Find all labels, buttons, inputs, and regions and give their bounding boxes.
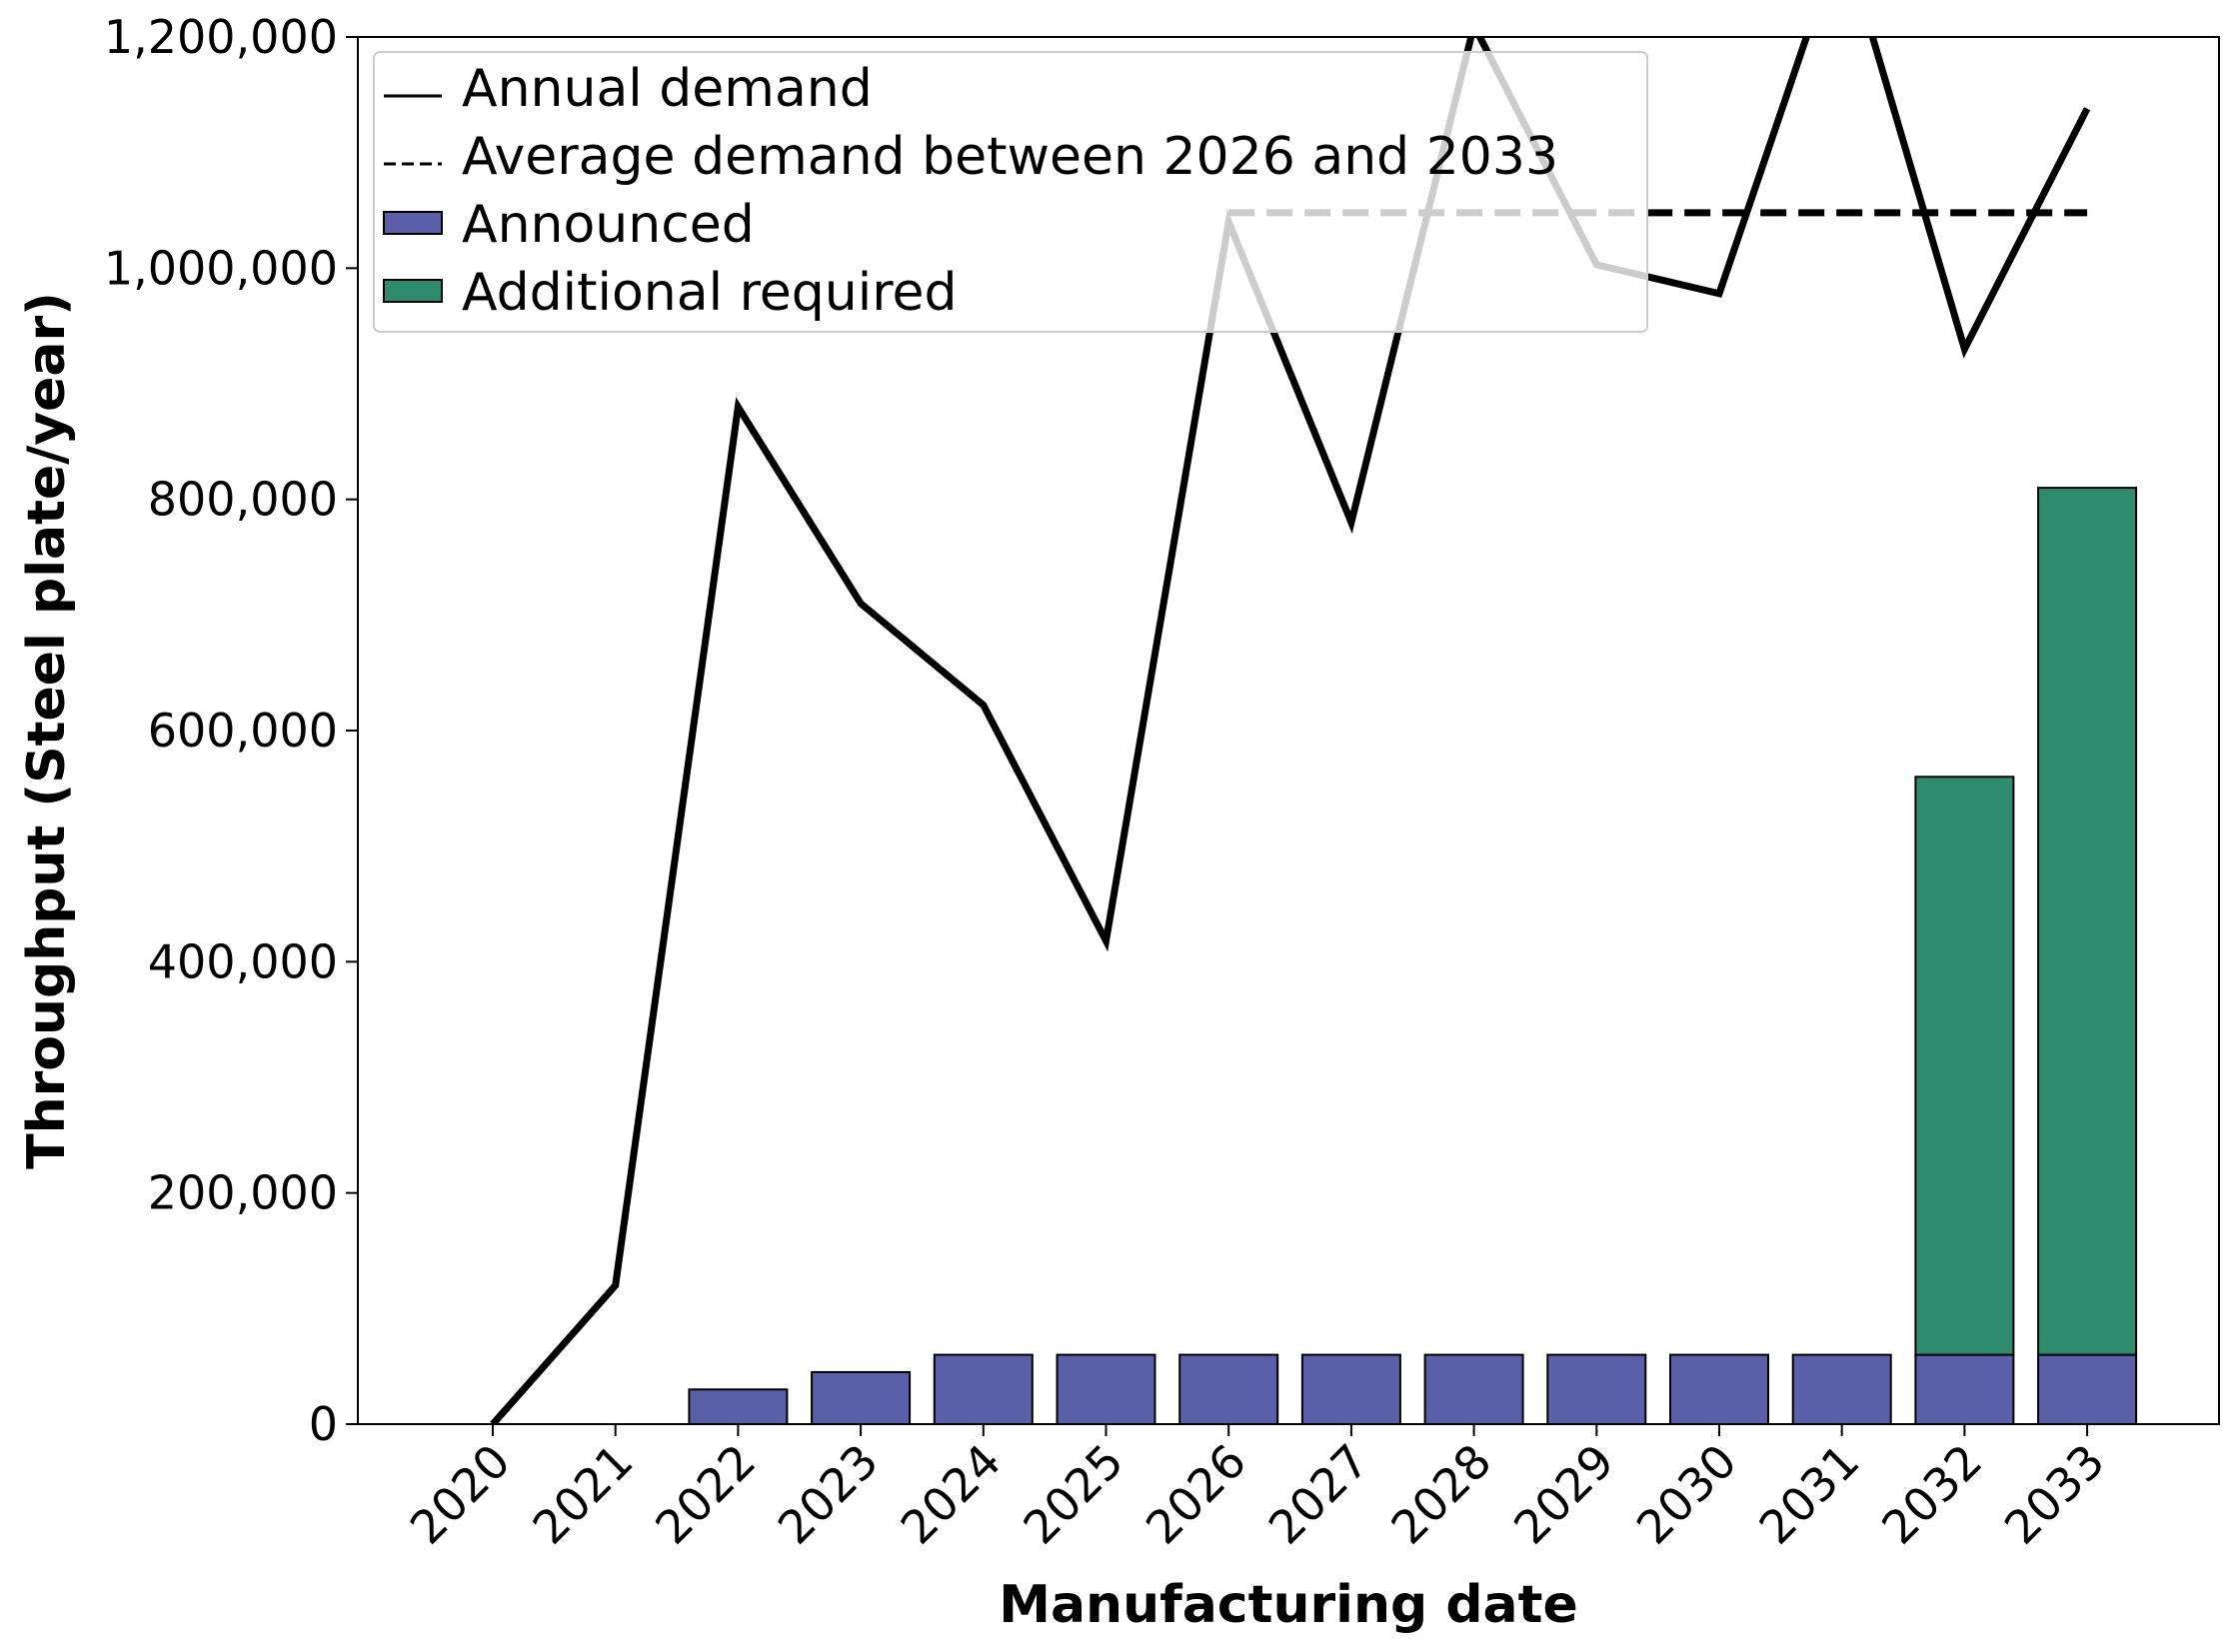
bars-layer [688,487,2138,1426]
x-tick-label: 2024 [891,1434,1012,1555]
x-tick-label: 2029 [1503,1434,1624,1555]
bar-announced-2031 [1791,1353,1892,1425]
x-tick-label: 2025 [1013,1434,1133,1555]
x-tick-label: 2027 [1258,1434,1379,1555]
legend-box [373,51,1648,333]
bar-announced-2033 [2037,1353,2138,1425]
legend-label: Announced [462,195,755,255]
y-tick-label: 0 [309,1397,338,1451]
legend-swatch-patch [383,211,443,235]
legend-label: Annual demand [462,59,873,119]
x-tick-label: 2031 [1749,1434,1870,1555]
bar-announced-2026 [1178,1353,1279,1425]
x-tick-label: 2020 [400,1434,521,1555]
y-tick-label: 200,000 [148,1166,338,1220]
x-tick-label: 2028 [1380,1434,1501,1555]
bar-announced-2029 [1546,1353,1647,1425]
y-axis: 0 200,000 400,000 600,000 800,000 1,000,000 1,… [104,10,358,1451]
x-tick-label: 2032 [1871,1434,1992,1555]
bar-announced-2030 [1669,1353,1769,1425]
bar-announced-2022 [688,1388,789,1426]
x-tick-label: 2030 [1626,1434,1747,1555]
bar-announced-2024 [933,1353,1034,1425]
legend: Annual demand Average demand between 2026… [373,51,1648,333]
x-tick-label: 2026 [1135,1434,1256,1555]
bar-announced-2025 [1056,1353,1156,1425]
x-axis-title: Manufacturing date [999,1575,1578,1635]
legend-label: Additional required [462,263,957,323]
y-tick-label: 1,000,000 [104,241,338,295]
legend-label: Average demand between 2026 and 2033 [462,127,1558,187]
bar-additional-required-2033 [2037,487,2138,1356]
bar-announced-2023 [811,1370,912,1425]
y-tick-label: 1,200,000 [104,10,338,64]
bar-additional-required-2032 [1914,776,2015,1356]
y-tick-label: 800,000 [148,473,338,527]
x-tick-label: 2033 [1994,1434,2115,1555]
y-tick-label: 600,000 [148,704,338,758]
bar-announced-2028 [1423,1353,1524,1425]
y-tick-label: 400,000 [148,934,338,988]
x-axis: 2020 2021 2022 2023 2024 2025 2026 2027 2028 2029… [400,1424,2115,1555]
legend-swatch-patch [383,279,443,303]
bar-announced-2027 [1300,1353,1401,1425]
x-tick-label: 2022 [645,1434,766,1555]
bar-announced-2032 [1914,1353,2015,1425]
y-axis-title: Throughput (Steel plate/year) [17,292,77,1169]
x-tick-label: 2021 [523,1434,644,1555]
lines-layer [490,37,2091,1424]
x-tick-label: 2023 [768,1434,889,1555]
annual-demand-line [490,37,2091,1424]
